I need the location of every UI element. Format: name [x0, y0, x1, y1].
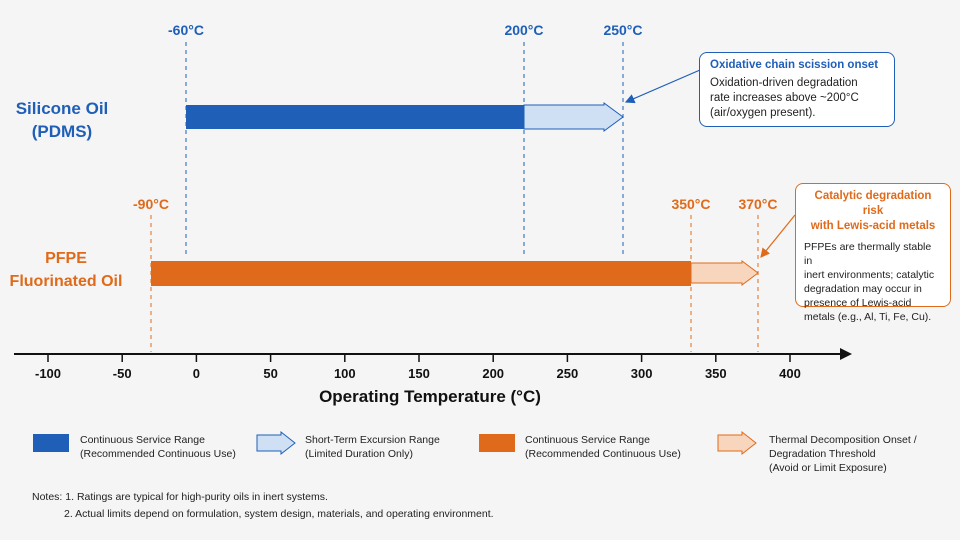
legend-item-blue-excursion: Short-Term Excursion Range (Limited Dura… [305, 433, 440, 461]
pdms-label-line1: Silicone Oil [16, 99, 109, 118]
legend-swatch-orange-decomp [717, 430, 757, 456]
pfpe-callout-title-line: Catalytic degradation risk [814, 190, 932, 217]
x-axis-title: Operating Temperature (°C) [319, 387, 541, 406]
legend-line: (Recommended Continuous Use) [525, 448, 681, 460]
x-axis-tick-label: 300 [631, 366, 653, 381]
pdms-callout-line: Oxidation-driven degradation [710, 77, 858, 89]
legend-line: (Limited Duration Only) [305, 448, 413, 460]
x-axis-tick-label: 50 [263, 366, 277, 381]
x-axis-tick-label: -50 [113, 366, 132, 381]
legend-line: Continuous Service Range [525, 434, 650, 446]
legend-line: (Recommended Continuous Use) [80, 448, 236, 460]
pfpe-label-line1: PFPE [45, 250, 87, 267]
pdms-callout-line: rate increases above ~200°C [710, 92, 859, 104]
legend-line: Short-Term Excursion Range [305, 434, 440, 446]
legend-item-orange-continuous: Continuous Service Range (Recommended Co… [525, 433, 681, 461]
pfpe-decomp-arrow [690, 260, 759, 286]
x-axis-tick-label: 100 [334, 366, 356, 381]
pdms-oxidation-callout: Oxidative chain scission onset Oxidation… [699, 52, 895, 127]
pfpe-callout-title: Catalytic degradation risk with Lewis-ac… [804, 189, 942, 234]
legend-item-blue-continuous: Continuous Service Range (Recommended Co… [80, 433, 236, 461]
pfpe-callout-pointer [760, 214, 796, 258]
legend-swatch-blue-continuous [33, 434, 69, 452]
pdms-callout-pointer [624, 69, 701, 104]
x-axis-tick-label: 400 [779, 366, 801, 381]
marker-pfpe-decomp: 370°C [738, 196, 777, 212]
pfpe-callout-line: presence of Lewis-acid [804, 297, 912, 309]
note-line-2: 2. Actual limits depend on formulation, … [64, 508, 494, 520]
x-axis-tick-label: 250 [557, 366, 579, 381]
pfpe-callout-line: degradation may occur in [804, 283, 922, 295]
pdms-callout-line: (air/oxygen present). [710, 107, 816, 119]
guide-lines [150, 42, 759, 352]
legend-line: Thermal Decomposition Onset / [769, 434, 917, 446]
pfpe-callout-line: PFPEs are thermally stable in [804, 241, 932, 267]
x-axis-tick-label: 200 [482, 366, 504, 381]
x-axis-arrowhead [840, 348, 852, 360]
legend-line: (Avoid or Limit Exposure) [769, 462, 887, 474]
pfpe-catalytic-callout: Catalytic degradation risk with Lewis-ac… [795, 183, 951, 323]
marker-pdms-excursion-max: 250°C [603, 22, 642, 38]
pdms-callout-body: Oxidation-driven degradation rate increa… [710, 76, 884, 121]
marker-pfpe-cont-max: 350°C [671, 196, 710, 212]
notes: Notes: 1. Ratings are typical for high-p… [32, 489, 494, 523]
pdms-continuous-bar [186, 105, 524, 129]
pdms-excursion-arrow [523, 102, 624, 132]
pdms-callout-title: Oxidative chain scission onset [710, 59, 879, 71]
pfpe-callout-line: metals (e.g., Al, Ti, Fe, Cu). [804, 311, 932, 323]
marker-pdms-min: -60°C [168, 22, 204, 38]
legend-swatch-orange-continuous [479, 434, 515, 452]
pfpe-continuous-bar [151, 261, 691, 286]
legend-line: Degradation Threshold [769, 448, 876, 460]
x-axis-tick-label: 150 [408, 366, 430, 381]
note-line-1: Notes: 1. Ratings are typical for high-p… [32, 491, 328, 503]
legend-swatch-blue-excursion [256, 430, 296, 456]
x-axis-ticks: -100 -50 0 50 100 150 200 250 300 350 400 [35, 354, 801, 381]
marker-pfpe-min: -90°C [133, 196, 169, 212]
legend-item-orange-decomp: Thermal Decomposition Onset / Degradatio… [769, 433, 917, 475]
pfpe-label-line2: Fluorinated Oil [10, 273, 123, 290]
legend-line: Continuous Service Range [80, 434, 205, 446]
pfpe-callout-line: inert environments; catalytic [804, 269, 935, 281]
pfpe-callout-title-line: with Lewis-acid metals [810, 220, 936, 232]
x-axis-tick-label: 350 [705, 366, 727, 381]
x-axis-tick-label: -100 [35, 366, 61, 381]
marker-pdms-cont-max: 200°C [504, 22, 543, 38]
pdms-label-line2: (PDMS) [32, 122, 92, 141]
x-axis-tick-label: 0 [193, 366, 200, 381]
pfpe-callout-body: PFPEs are thermally stable in inert envi… [804, 240, 942, 324]
